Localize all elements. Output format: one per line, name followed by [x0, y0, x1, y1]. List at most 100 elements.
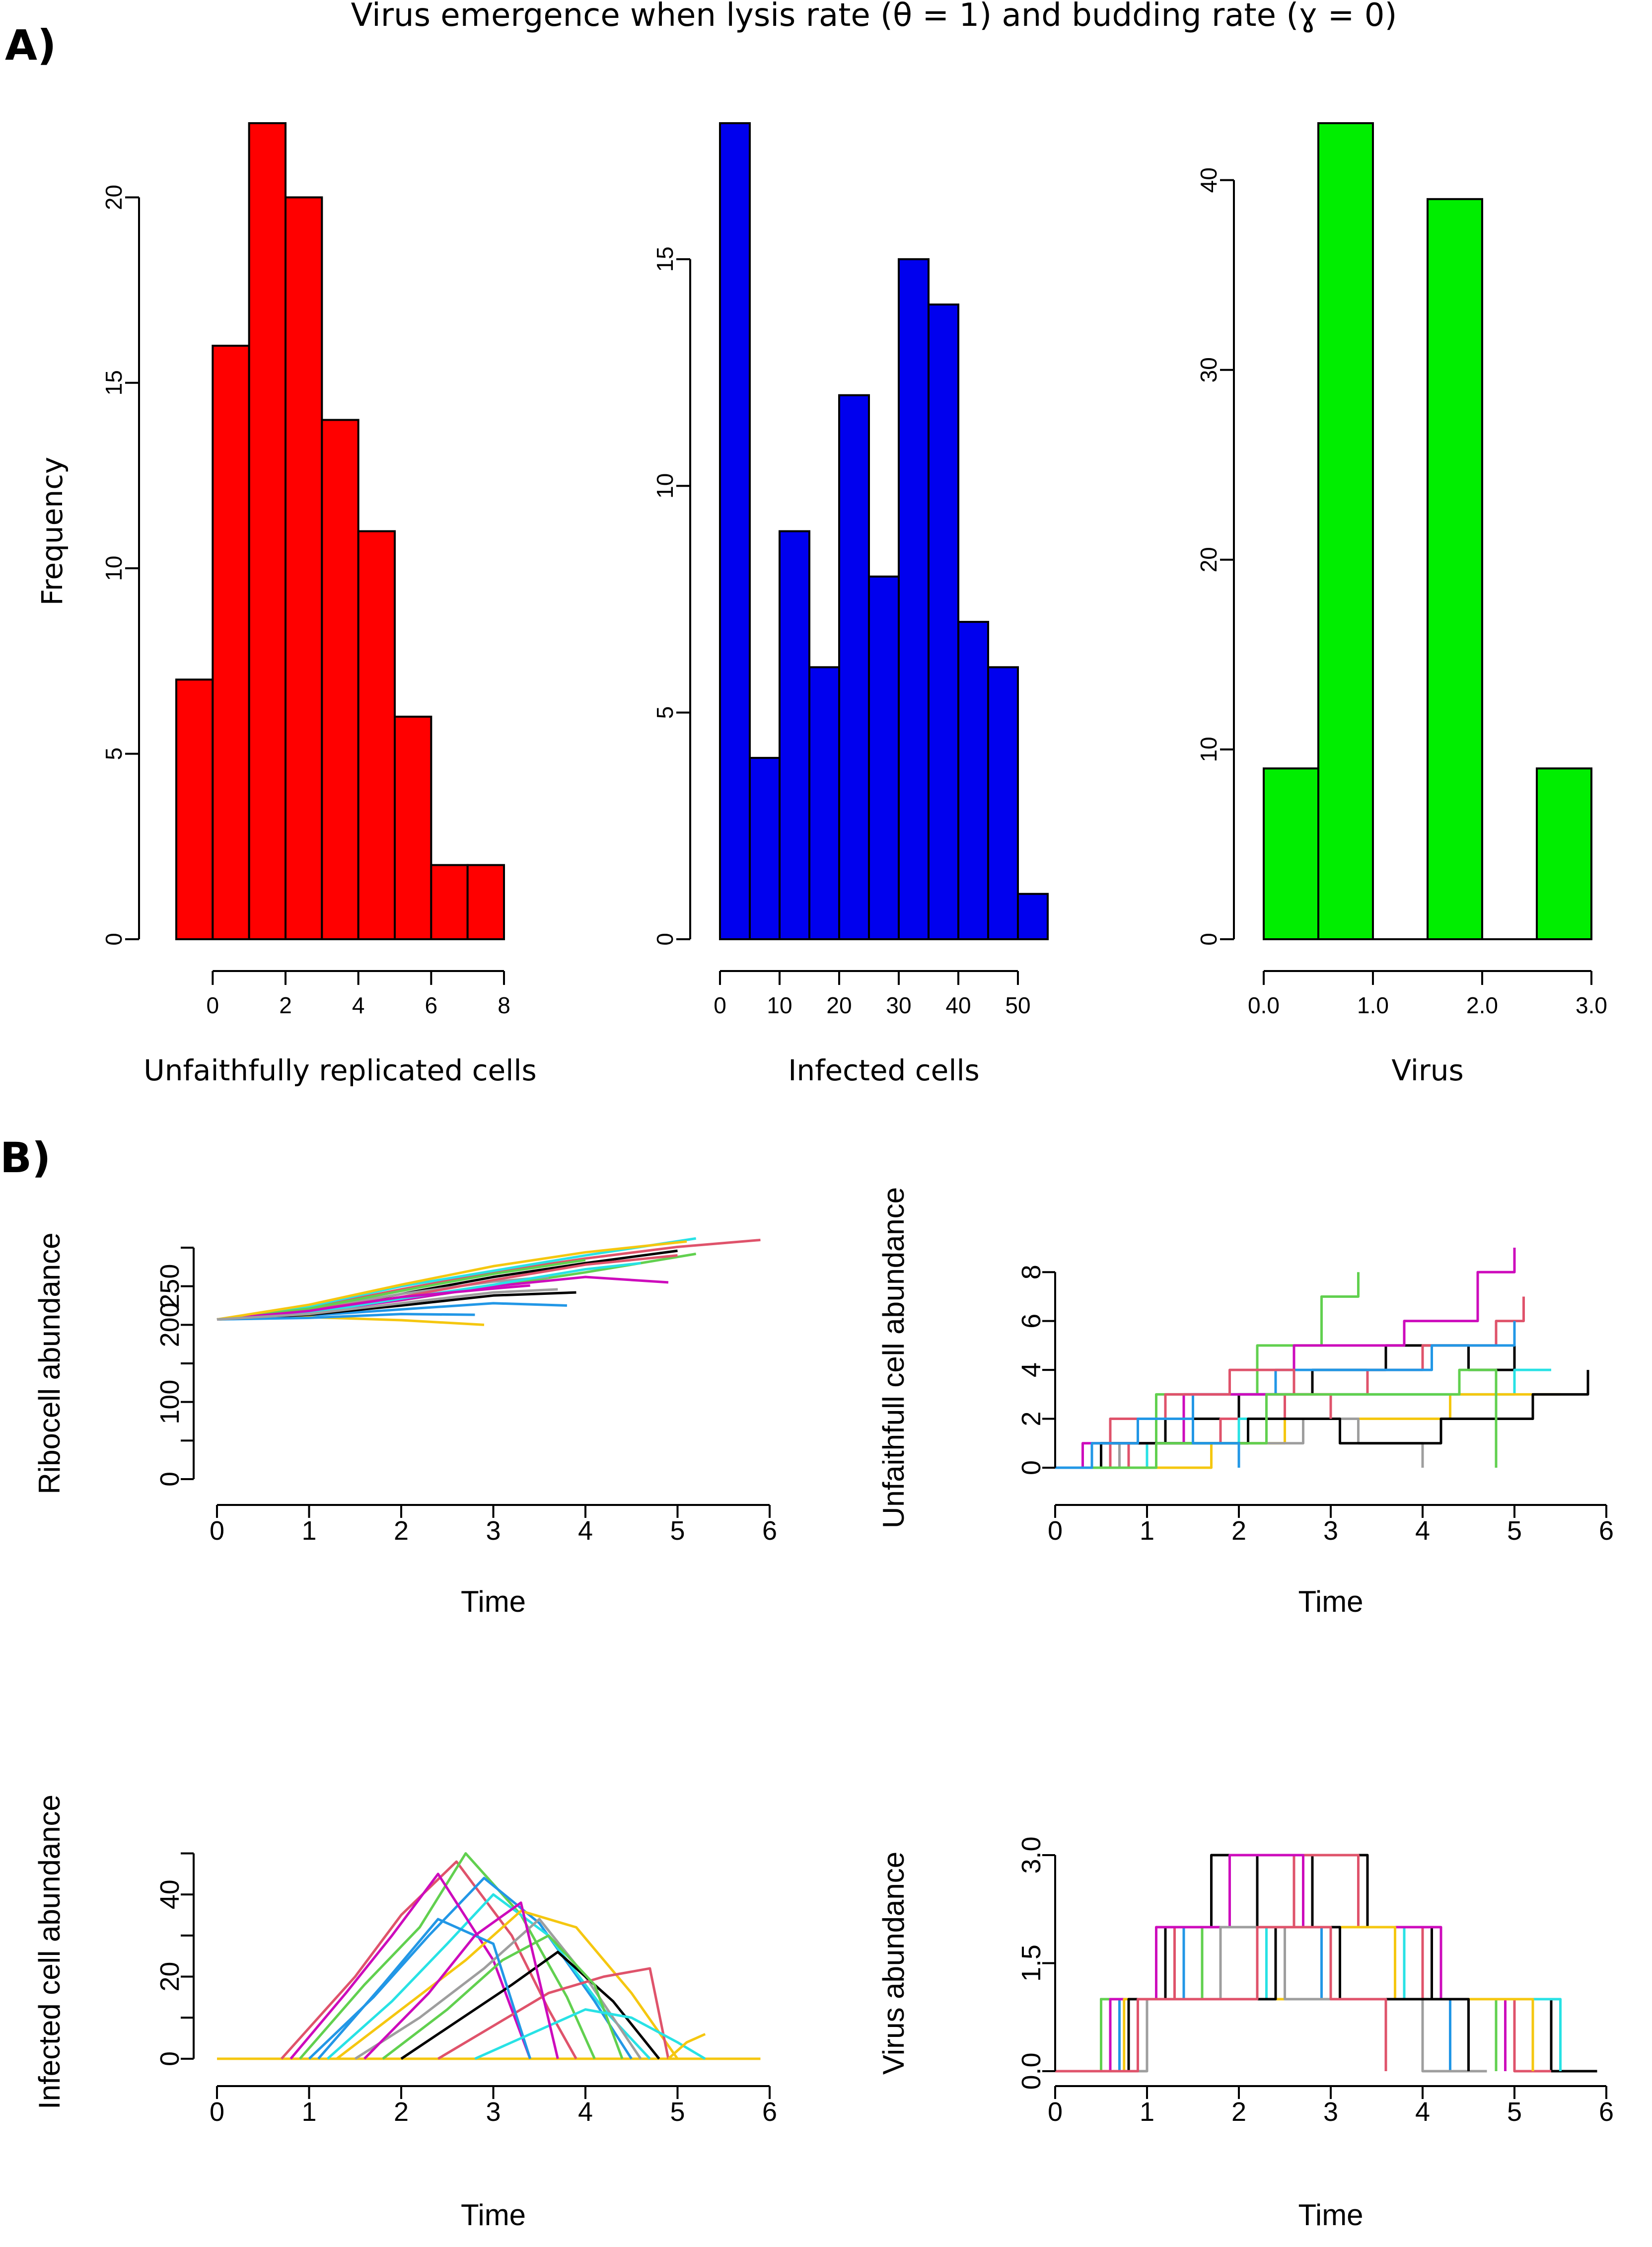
x-tick-label: 2 — [279, 992, 292, 1018]
x-tick-label: 4 — [352, 992, 365, 1018]
ts-unfaithful-chart: 0 1 2 3 4 5 6 Time 0 2 4 6 8 Unfaithfull cell abundan… — [877, 1187, 1614, 1618]
histogram-bar — [357, 530, 396, 940]
x-tick-label: 1 — [1140, 1516, 1154, 1546]
histogram-bar — [394, 715, 432, 940]
x-tick-label: 4 — [578, 2097, 593, 2127]
series-line — [354, 1918, 642, 2060]
x-tick-label: 30 — [886, 992, 911, 1018]
x-tick-label: 0.0 — [1248, 992, 1280, 1018]
y-tick-label: 20 — [101, 185, 127, 210]
y-tick-label: 6 — [1016, 1314, 1046, 1329]
y-tick-label: 1.5 — [1016, 1945, 1046, 1982]
x-axis-label: Time — [1298, 1585, 1363, 1618]
histogram-bar — [719, 122, 751, 940]
x-tick-label: 40 — [945, 992, 971, 1018]
x-tick-label: 50 — [1005, 992, 1030, 1018]
histogram-bar — [749, 756, 781, 941]
x-tick-label: 6 — [762, 2097, 777, 2127]
x-tick-label: 2.0 — [1466, 992, 1498, 1018]
histogram-bar — [1317, 122, 1374, 940]
histogram-bar — [898, 258, 930, 940]
y-axis-label: Unfaithfull cell abundance — [877, 1187, 910, 1528]
x-tick-label: 5 — [670, 2097, 685, 2127]
hist-unfaithful-chart: 0 2 4 6 8 Unfaithfully replicated cells 0 5 10 15… — [35, 122, 537, 1087]
series-line — [299, 1852, 596, 2060]
y-tick-label: 250 — [155, 1264, 185, 1309]
series-line — [216, 1237, 696, 1321]
y-tick-label: 20 — [1196, 547, 1221, 572]
y-axis-label: Virus abundance — [877, 1852, 910, 2075]
x-tick-label: 0 — [1048, 2097, 1063, 2127]
x-tick-label: 5 — [670, 1516, 685, 1546]
series-line — [667, 2033, 706, 2060]
y-tick-label: 10 — [1196, 737, 1221, 762]
histogram-bar — [1017, 893, 1049, 940]
series-line — [382, 1934, 624, 2060]
ts-virus-chart: 0 1 2 3 4 5 6 Time 0.0 1.5 3.0 Virus abundance — [877, 1836, 1614, 2232]
y-tick-label: 0 — [155, 1472, 185, 1487]
series-line — [1055, 1248, 1516, 1469]
histogram-bar — [1427, 198, 1483, 941]
x-tick-label: 6 — [1599, 2097, 1614, 2127]
y-tick-label: 15 — [101, 370, 127, 395]
x-tick-label: 4 — [578, 1516, 593, 1546]
y-tick-label: 40 — [155, 1879, 185, 1909]
y-axis-label: Infected cell abundance — [33, 1795, 66, 2109]
figure-title: Virus emergence when lysis rate (θ = 1) … — [351, 0, 1397, 34]
x-tick-label: 8 — [498, 992, 510, 1018]
histogram-bar — [838, 394, 870, 941]
ts-infected-chart: 0 1 2 3 4 5 6 Time 0 20 40 Infected cell abundance — [33, 1795, 777, 2232]
x-tick-label: 6 — [1599, 1516, 1614, 1546]
y-tick-label: 5 — [101, 748, 127, 760]
y-tick-label: 200 — [155, 1302, 185, 1347]
y-tick-label: 0 — [1016, 1460, 1046, 1475]
series-line — [336, 1909, 679, 2060]
x-tick-label: 6 — [425, 992, 438, 1018]
histogram-bar — [248, 122, 287, 940]
x-axis-label: Time — [461, 2198, 526, 2232]
series-line — [216, 1240, 687, 1321]
y-tick-label: 20 — [155, 1962, 185, 1992]
x-tick-label: 0 — [210, 2097, 224, 2127]
x-axis-label: Unfaithfully replicated cells — [144, 1053, 536, 1087]
series-line — [216, 1288, 558, 1321]
y-tick-label: 8 — [1016, 1265, 1046, 1279]
y-tick-label: 3.0 — [1016, 1836, 1046, 1873]
y-tick-label: 4 — [1016, 1362, 1046, 1377]
y-tick-label: 40 — [1196, 167, 1221, 193]
x-tick-label: 3.0 — [1576, 992, 1607, 1018]
series-line — [1055, 1854, 1507, 2073]
x-tick-label: 6 — [762, 1516, 777, 1546]
histogram-bar — [1263, 767, 1319, 941]
x-axis-label: Infected cells — [788, 1053, 980, 1087]
histogram-bar — [430, 864, 469, 940]
x-tick-label: 2 — [394, 1516, 409, 1546]
series-line — [400, 1950, 660, 2060]
histogram-bar — [321, 419, 359, 940]
hist-infected-chart: 0 10 20 30 40 50 Infected cells 0 5 10 15 — [652, 122, 1049, 1087]
hist-virus-chart: 0.0 1.0 2.0 3.0 Virus 0 10 20 30 40 — [1196, 122, 1607, 1087]
series-line — [1055, 1854, 1597, 2073]
x-tick-label: 0 — [1048, 1516, 1063, 1546]
histogram-bar — [957, 621, 989, 940]
x-tick-label: 4 — [1415, 2097, 1430, 2127]
x-tick-label: 3 — [1323, 1516, 1338, 1546]
x-axis-label: Time — [461, 1585, 526, 1618]
y-tick-label: 5 — [652, 706, 678, 719]
histogram-bar — [808, 666, 840, 941]
x-tick-label: 3 — [486, 2097, 501, 2127]
x-tick-label: 20 — [826, 992, 852, 1018]
x-tick-label: 3 — [1323, 2097, 1338, 2127]
x-tick-label: 1 — [1140, 2097, 1154, 2127]
panel-b-label: B) — [0, 1133, 51, 1182]
y-tick-label: 30 — [1196, 357, 1221, 382]
x-tick-label: 2 — [1231, 2097, 1246, 2127]
x-tick-label: 4 — [1415, 1516, 1430, 1546]
y-tick-label: 2 — [1016, 1412, 1046, 1426]
y-axis-label: Ribocell abundance — [33, 1232, 66, 1494]
panel-a-label: A) — [5, 21, 56, 70]
series-line — [289, 1872, 532, 2060]
x-tick-label: 1.0 — [1357, 992, 1389, 1018]
